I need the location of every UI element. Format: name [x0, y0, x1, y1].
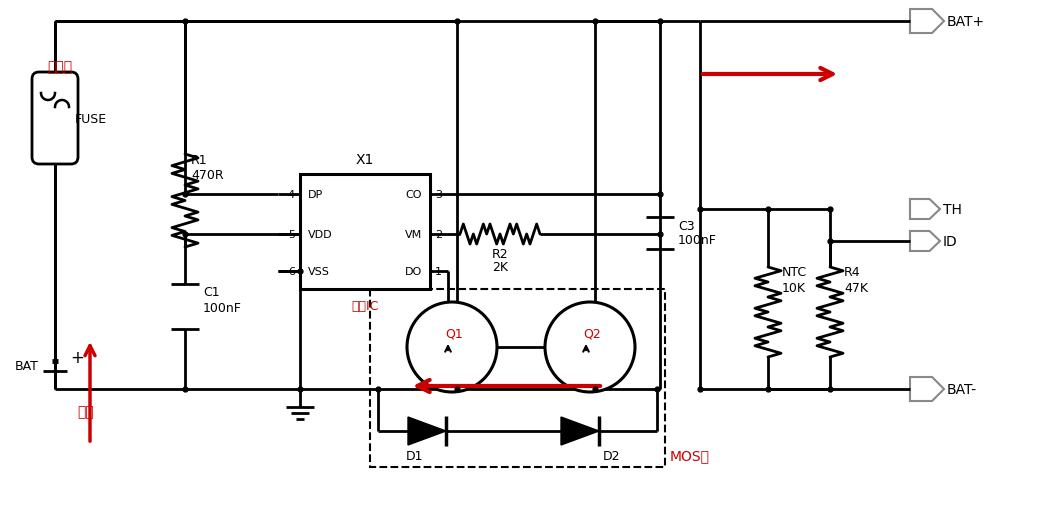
Text: 3: 3: [435, 189, 442, 199]
Text: 6: 6: [288, 267, 295, 276]
Text: C3: C3: [678, 219, 695, 232]
Text: NTC: NTC: [782, 266, 808, 279]
Text: Q1: Q1: [445, 327, 463, 340]
Text: VM: VM: [404, 230, 422, 239]
Text: 电芯: 电芯: [77, 404, 94, 418]
Text: +: +: [70, 348, 83, 366]
Text: CO: CO: [405, 189, 422, 199]
Text: 2K: 2K: [492, 261, 508, 274]
Text: BAT: BAT: [15, 360, 39, 373]
Text: VDD: VDD: [308, 230, 332, 239]
Bar: [300, 175, 430, 289]
Text: 5: 5: [288, 230, 295, 239]
FancyBboxPatch shape: [32, 73, 78, 165]
Circle shape: [545, 302, 635, 392]
Polygon shape: [910, 377, 944, 401]
Text: BAT+: BAT+: [947, 15, 985, 29]
Text: R2: R2: [492, 247, 508, 261]
Text: ID: ID: [943, 234, 958, 248]
Text: FUSE: FUSE: [75, 112, 107, 125]
Polygon shape: [910, 199, 940, 220]
Polygon shape: [910, 231, 940, 251]
Text: 2: 2: [435, 230, 442, 239]
Text: R4: R4: [844, 266, 861, 279]
Text: D2: D2: [603, 449, 620, 462]
Text: 100nF: 100nF: [203, 301, 242, 314]
Polygon shape: [910, 10, 944, 34]
Text: TH: TH: [943, 203, 962, 217]
Text: 10K: 10K: [782, 281, 807, 294]
Text: VSS: VSS: [308, 267, 330, 276]
Polygon shape: [408, 417, 446, 445]
Text: BAT-: BAT-: [947, 382, 977, 396]
Text: DO: DO: [404, 267, 422, 276]
Text: 控制IC: 控制IC: [351, 299, 378, 313]
Text: Q2: Q2: [584, 327, 601, 340]
Text: 100nF: 100nF: [678, 233, 717, 246]
Text: R1: R1: [191, 153, 207, 166]
Text: MOS管: MOS管: [670, 448, 710, 462]
Text: C1: C1: [203, 286, 220, 299]
Polygon shape: [561, 417, 599, 445]
Text: 1: 1: [435, 267, 442, 276]
Text: X1: X1: [355, 153, 374, 167]
Text: 47K: 47K: [844, 281, 868, 294]
Text: DP: DP: [308, 189, 323, 199]
Circle shape: [407, 302, 497, 392]
Bar: [370, 289, 665, 467]
Text: 保险丝: 保险丝: [47, 60, 72, 74]
Text: 470R: 470R: [191, 168, 224, 181]
Text: 4: 4: [288, 189, 295, 199]
Text: D1: D1: [406, 449, 423, 462]
